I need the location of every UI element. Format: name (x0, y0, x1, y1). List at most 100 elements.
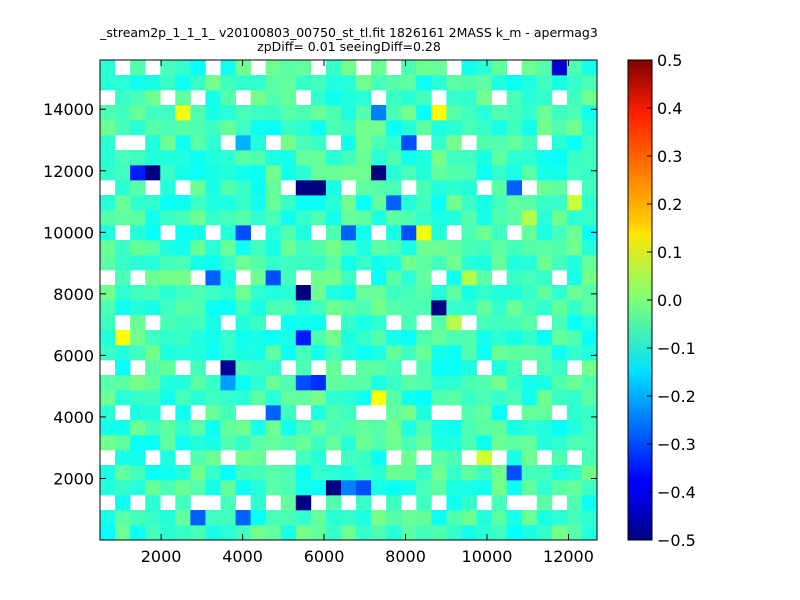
heatmap-cell (476, 345, 492, 361)
heatmap-cell (401, 465, 417, 481)
heatmap-cell (386, 165, 402, 181)
heatmap-cell (115, 390, 131, 406)
heatmap-cell (250, 315, 267, 331)
heatmap-cell (476, 60, 492, 76)
heatmap-cell (235, 255, 251, 271)
heatmap-cell (371, 150, 387, 166)
heatmap-cell (175, 165, 191, 181)
heatmap-cell (115, 360, 131, 376)
heatmap-cell (581, 345, 598, 361)
heatmap-cell (371, 330, 387, 346)
heatmap-cell (401, 210, 417, 226)
heatmap-cell (235, 435, 251, 451)
heatmap-cell (551, 480, 568, 496)
heatmap-cell (145, 480, 161, 496)
heatmap-cell (551, 165, 568, 181)
heatmap-cell (310, 210, 327, 226)
heatmap-cell (265, 345, 282, 361)
heatmap-cell (100, 225, 116, 241)
colorbar-tick-label: −0.5 (657, 531, 696, 550)
heatmap-cell (100, 285, 116, 301)
heatmap-cell (386, 300, 402, 316)
heatmap-cell (371, 390, 387, 406)
heatmap-cell (190, 195, 206, 211)
heatmap-cell (446, 75, 462, 91)
heatmap-cell (461, 60, 477, 76)
heatmap-cell (295, 210, 312, 226)
heatmap-cell (295, 480, 312, 496)
heatmap-cell (100, 330, 116, 346)
heatmap-cell (401, 375, 417, 391)
x-axis-ticks: 2000 4000 6000 8000 10000 12000 (141, 60, 594, 566)
heatmap-cell (115, 465, 131, 481)
heatmap-cell (446, 375, 462, 391)
heatmap-cell (566, 510, 583, 526)
heatmap-cell (325, 360, 342, 376)
heatmap-cell (581, 105, 598, 121)
heatmap-cell (280, 255, 297, 271)
heatmap-cell (175, 435, 191, 451)
heatmap-cell (100, 255, 116, 271)
heatmap-cell (250, 210, 267, 226)
heatmap-cell (160, 450, 176, 466)
heatmap-cell (431, 330, 447, 346)
heatmap-cell (461, 465, 477, 481)
heatmap-cell (340, 420, 357, 436)
heatmap-cell (295, 255, 312, 271)
heatmap-cell (340, 345, 357, 361)
heatmap-cell (551, 60, 568, 76)
heatmap-cell (491, 390, 507, 406)
heatmap-cell (536, 120, 553, 136)
heatmap-cell (401, 435, 417, 451)
heatmap-cell (536, 210, 553, 226)
heatmap-cell (491, 330, 507, 346)
heatmap-cell (340, 375, 357, 391)
heatmap-cell (551, 120, 568, 136)
heatmap-cell (416, 195, 432, 211)
heatmap-cell (491, 135, 507, 151)
heatmap-cell (115, 435, 131, 451)
heatmap-cell (175, 330, 191, 346)
heatmap-cell (386, 210, 402, 226)
heatmap-cell (386, 510, 402, 526)
heatmap-cell (205, 480, 221, 496)
heatmap-cell (295, 105, 312, 121)
heatmap-cell (325, 420, 342, 436)
heatmap-cell (491, 345, 507, 361)
heatmap-cell (205, 255, 221, 271)
heatmap-cell (551, 255, 568, 271)
heatmap-cell (581, 495, 598, 511)
colorbar-tick-label: 0.2 (657, 195, 682, 214)
heatmap-cell (190, 135, 206, 151)
heatmap-cell (446, 300, 462, 316)
heatmap-cell (551, 240, 568, 256)
heatmap-cell (401, 270, 417, 286)
heatmap-cell (416, 60, 432, 76)
heatmap-cell (265, 180, 282, 196)
heatmap-cell (461, 330, 477, 346)
heatmap-cell (431, 105, 447, 121)
heatmap-cell (250, 240, 267, 256)
heatmap-cell (145, 390, 161, 406)
heatmap-cell (265, 165, 282, 181)
heatmap-cell (416, 525, 432, 541)
heatmap-cell (506, 75, 523, 91)
heatmap-cell (551, 195, 568, 211)
heatmap-cell (536, 510, 553, 526)
heatmap-cell (356, 420, 372, 436)
heatmap-cell (476, 135, 492, 151)
heatmap-cell (581, 390, 598, 406)
heatmap-cell (325, 480, 342, 496)
heatmap-cell (310, 135, 327, 151)
colorbar-tick-label: 0.4 (657, 99, 682, 118)
heatmap-cell (220, 510, 236, 526)
heatmap-cell (566, 270, 583, 286)
heatmap-cell (130, 510, 146, 526)
heatmap-cell (310, 75, 327, 91)
heatmap-cell (356, 90, 372, 106)
heatmap-cell (461, 405, 477, 421)
heatmap-cell (220, 210, 236, 226)
heatmap-cell (356, 360, 372, 376)
heatmap-cell (446, 240, 462, 256)
heatmap-cell (325, 390, 342, 406)
